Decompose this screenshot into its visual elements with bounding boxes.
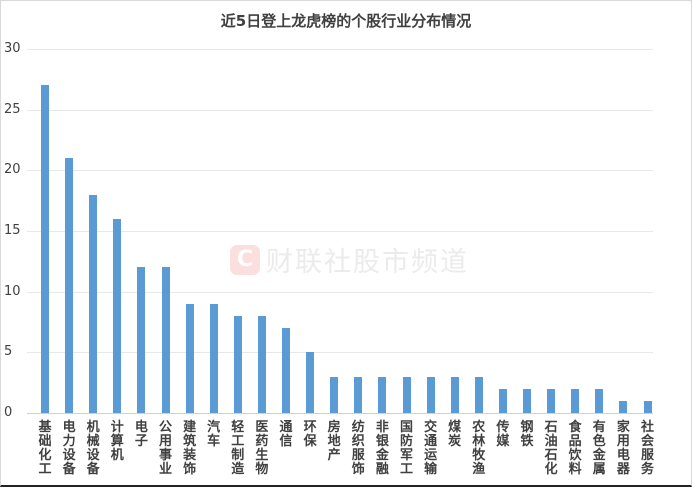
x-tick-label: 食品饮料 (568, 420, 582, 477)
x-tick-label: 建筑装饰 (183, 420, 197, 477)
bar (354, 376, 363, 413)
bar (571, 388, 580, 413)
x-tick-label: 社会服务 (640, 420, 654, 477)
x-tick-label: 农林牧渔 (472, 420, 486, 477)
y-tick-label: 5 (4, 344, 13, 360)
gridline (27, 413, 653, 414)
bar (233, 315, 242, 413)
gridline (27, 49, 653, 50)
x-tick-label: 纺织服饰 (351, 420, 365, 477)
x-tick-label: 房地产 (327, 420, 341, 463)
bar (65, 158, 74, 413)
x-tick-label: 汽车 (207, 420, 221, 449)
bar (113, 218, 122, 413)
x-tick-label: 公用事业 (158, 420, 172, 477)
x-tick-label: 石油石化 (544, 420, 558, 477)
bar (185, 303, 194, 413)
x-tick-label: 医药生物 (255, 420, 269, 477)
bar (643, 400, 652, 413)
bar (619, 400, 628, 413)
y-tick-label: 25 (4, 101, 21, 117)
x-tick-label: 钢铁 (520, 420, 534, 449)
gridline (27, 231, 653, 232)
watermark-text: 财联社股市频道 (266, 247, 469, 278)
bar (89, 194, 98, 413)
bar (137, 267, 146, 413)
x-tick-label: 基础化工 (38, 420, 52, 477)
x-tick-label: 传媒 (496, 420, 510, 449)
x-tick-label: 计算机 (110, 420, 124, 463)
gridline (27, 352, 653, 354)
bar (282, 328, 290, 413)
x-tick-label: 电子 (134, 420, 148, 449)
x-tick-label: 电力设备 (62, 420, 76, 477)
y-tick-label: 15 (4, 223, 21, 238)
bar (595, 388, 604, 413)
x-tick-label: 煤炭 (448, 420, 462, 449)
bar (41, 85, 49, 413)
bar (474, 376, 483, 413)
bar (209, 303, 218, 413)
gridline (27, 109, 653, 111)
x-tick-label: 机械设备 (86, 420, 100, 477)
chart-title: 近5日登上龙虎榜的个股行业分布情况 (220, 12, 472, 30)
y-tick-label: 30 (4, 41, 21, 56)
x-tick-label: 家用电器 (616, 420, 630, 477)
bar (306, 352, 315, 413)
bar (378, 376, 387, 413)
x-tick-label: 非银金融 (375, 420, 389, 477)
watermark: C 财联社股市频道 (230, 240, 469, 279)
y-tick-label: 0 (4, 405, 13, 420)
watermark-logo-icon: C (230, 244, 260, 275)
bar (402, 376, 411, 413)
bar (523, 388, 531, 413)
x-tick-label: 国防军工 (399, 420, 413, 477)
bar (330, 376, 339, 413)
x-tick-label: 轻工制造 (231, 420, 245, 477)
x-tick-label: 交通运输 (424, 420, 438, 477)
y-tick-label: 20 (4, 162, 21, 178)
x-tick-label: 有色金属 (592, 420, 606, 477)
bar (161, 267, 170, 413)
bar (257, 315, 266, 413)
bar (450, 376, 459, 413)
y-tick-label: 10 (4, 283, 21, 299)
gridline (27, 291, 653, 293)
x-tick-label: 环保 (303, 420, 317, 449)
gridline (27, 170, 653, 172)
bar (547, 388, 556, 413)
bar (498, 388, 507, 413)
x-tick-label: 通信 (279, 420, 293, 449)
bar (426, 376, 435, 413)
